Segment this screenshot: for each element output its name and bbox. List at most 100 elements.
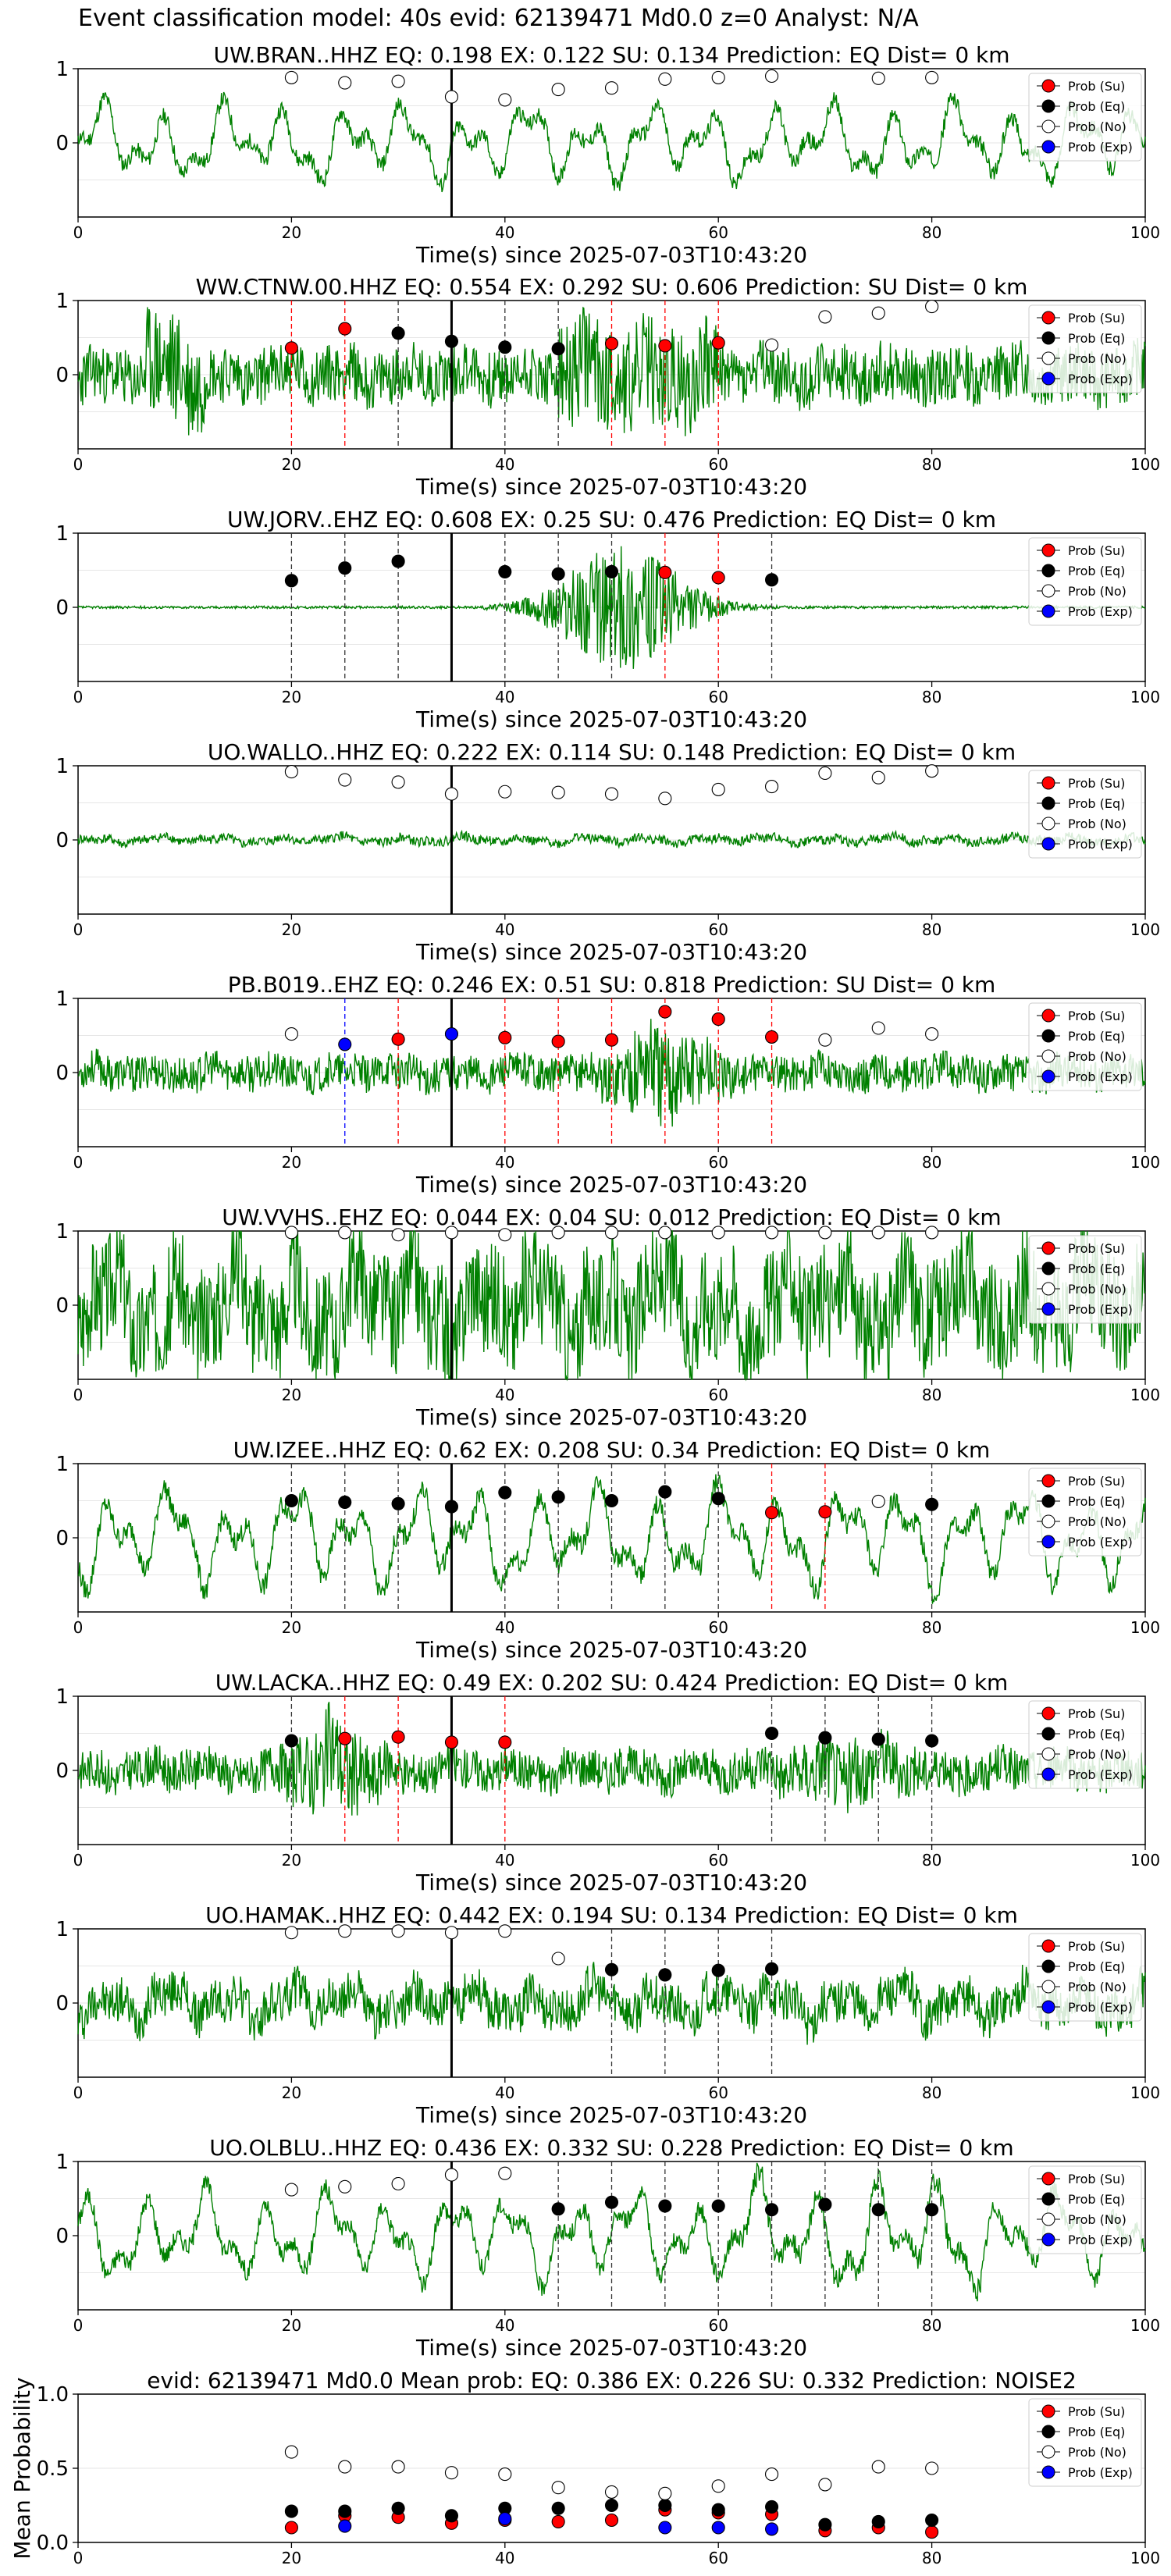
y-tick-label: 0 <box>55 364 69 387</box>
prob-point-su <box>764 1030 779 1044</box>
x-tick-label: 20 <box>282 1386 301 1404</box>
mean-point-no <box>551 2481 565 2495</box>
legend-marker <box>1041 1009 1055 1023</box>
y-tick-label: 1 <box>55 755 69 778</box>
x-axis-label: Time(s) since 2025-07-03T10:43:20 <box>415 2102 807 2128</box>
prob-point-eq <box>284 574 298 588</box>
x-tick-label: 20 <box>282 455 301 474</box>
legend-label: Prob (Su) <box>1068 776 1125 791</box>
mean-point-exp <box>498 2512 512 2526</box>
mean-point-no <box>604 2485 619 2499</box>
prob-point-no <box>925 300 939 314</box>
prob-point-no <box>711 1226 725 1240</box>
prob-point-no <box>498 2166 512 2180</box>
legend-label: Prob (Exp) <box>1068 2233 1133 2247</box>
legend-marker <box>1041 351 1055 365</box>
legend-label: Prob (Su) <box>1068 311 1125 326</box>
waveform-trace <box>77 2162 1146 2302</box>
prob-point-no <box>818 310 832 324</box>
legend-label: Prob (Exp) <box>1068 837 1133 852</box>
panel-8: 0 20 40 60 80 100 1 0 UW.LACKA..HHZ EQ: 0.49 EX:… <box>55 1670 1160 1895</box>
x-tick-label: 80 <box>922 1618 941 1637</box>
mean-point-no <box>284 2445 298 2459</box>
x-tick-label: 100 <box>1130 2083 1160 2102</box>
x-tick-label: 80 <box>922 688 941 706</box>
legend-label: Prob (Exp) <box>1068 2465 1133 2480</box>
x-tick-label: 40 <box>495 1386 514 1404</box>
mean-point-su <box>284 2521 298 2535</box>
prob-point-exp <box>338 1037 352 1051</box>
prob-point-no <box>551 83 565 97</box>
prob-point-eq <box>338 1495 352 1509</box>
x-tick-label: 60 <box>708 455 728 474</box>
mean-point-eq <box>658 2498 672 2513</box>
panel-title: WW.CTNW.00.HHZ EQ: 0.554 EX: 0.292 SU: 0… <box>196 274 1028 300</box>
y-tick-label: 0.5 <box>37 2457 69 2481</box>
y-tick-label: 0 <box>55 1527 69 1550</box>
prob-point-eq <box>658 2199 672 2213</box>
prob-point-no <box>338 1226 352 1240</box>
x-tick-label: 60 <box>708 2316 728 2335</box>
x-tick-label: 40 <box>495 688 514 706</box>
x-tick-label: 60 <box>708 1851 728 1870</box>
panel-title: UO.WALLO..HHZ EQ: 0.222 EX: 0.114 SU: 0.… <box>208 739 1016 765</box>
x-axis-label: Time(s) since 2025-07-03T10:43:20 <box>415 1870 807 1895</box>
legend-label: Prob (Exp) <box>1068 372 1133 386</box>
mean-point-no <box>818 2478 832 2492</box>
x-tick-label: 100 <box>1130 2316 1160 2335</box>
legend-label: Prob (Eq) <box>1068 1029 1125 1044</box>
x-tick-label: 100 <box>1130 1153 1160 1172</box>
y-tick-label: 1 <box>55 1220 69 1244</box>
prob-point-eq <box>284 1734 298 1748</box>
prob-point-eq <box>391 554 405 568</box>
x-tick-label: 100 <box>1130 1851 1160 1870</box>
x-axis-label: Time(s) since 2025-07-03T10:43:20 <box>415 1172 807 1197</box>
mean-point-eq <box>284 2504 298 2518</box>
prob-point-eq <box>925 2203 939 2217</box>
legend-marker <box>1041 2425 1055 2439</box>
prob-point-no <box>338 1924 352 1938</box>
y-tick-label: 0 <box>55 1992 69 2016</box>
prob-point-su <box>711 1012 725 1026</box>
legend-box <box>1028 304 1142 393</box>
x-tick-label: 40 <box>495 1851 514 1870</box>
y-tick-label: 1 <box>55 58 69 81</box>
prob-point-eq <box>338 561 352 575</box>
x-tick-label: 0 <box>73 455 84 474</box>
legend-label: Prob (Su) <box>1068 2404 1125 2419</box>
legend-label: Prob (Su) <box>1068 79 1125 94</box>
prob-point-su <box>498 1735 512 1749</box>
prob-point-eq <box>391 326 405 340</box>
prob-point-no <box>764 780 779 794</box>
prob-point-no <box>925 1226 939 1240</box>
y-tick-label: 1 <box>55 1453 69 1476</box>
legend-label: Prob (No) <box>1068 584 1127 599</box>
mean-point-exp <box>711 2521 725 2535</box>
legend-label: Prob (No) <box>1068 351 1127 366</box>
legend-marker <box>1041 1029 1055 1043</box>
legend-marker <box>1041 1939 1055 1953</box>
panel-4: 0 20 40 60 80 100 1 0 UO.WALLO..HHZ EQ: 0.222 EX… <box>55 739 1160 965</box>
legend-marker <box>1041 543 1055 557</box>
prob-point-no <box>925 70 939 84</box>
legend-label: Prob (Eq) <box>1068 1494 1125 1509</box>
legend-marker <box>1041 2445 1055 2459</box>
legend-label: Prob (No) <box>1068 817 1127 831</box>
prob-point-no <box>658 72 672 86</box>
prob-point-no <box>818 1226 832 1240</box>
y-tick-label: 1 <box>55 987 69 1011</box>
y-tick-label: 1 <box>55 1918 69 1941</box>
x-axis-label: Time(s) since 2025-07-03T10:43:20 <box>415 939 807 965</box>
panel-11: 0 20 40 60 80 100 1.0 0.5 0.0 evid: 62139471 Md0.… <box>9 2368 1160 2567</box>
legend-label: Prob (No) <box>1068 119 1127 134</box>
mean-point-no <box>338 2460 352 2474</box>
prob-point-no <box>818 766 832 781</box>
prob-point-eq <box>925 1497 939 1511</box>
mean-point-exp <box>338 2519 352 2533</box>
prob-point-su <box>444 1735 459 1749</box>
prob-point-eq <box>711 2199 725 2213</box>
x-tick-label: 60 <box>708 2083 728 2102</box>
legend-marker <box>1041 119 1055 133</box>
prob-point-eq <box>391 1496 405 1510</box>
prob-point-eq <box>925 1734 939 1748</box>
